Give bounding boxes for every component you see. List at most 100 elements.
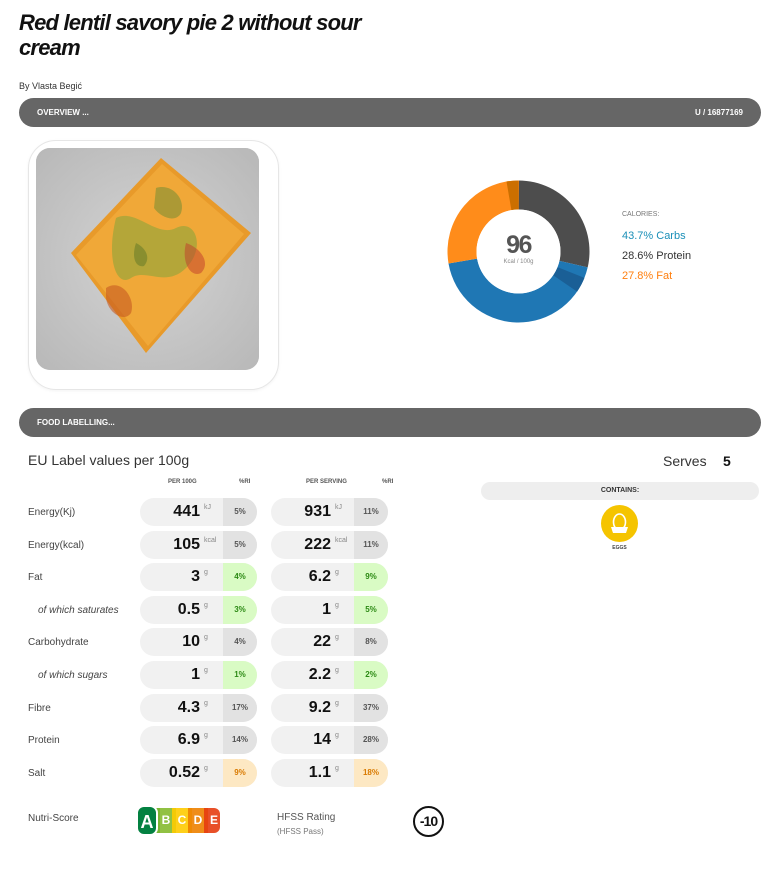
nutrient-value: 222: [304, 535, 331, 553]
nutrient-unit: g: [204, 601, 208, 609]
nutrient-per100-pill: 0.5 g 3%: [140, 595, 257, 624]
nutrient-label: of which saturates: [38, 604, 119, 616]
donut-accent-1: [553, 267, 585, 292]
nutrient-value: 6.2: [308, 568, 331, 586]
allergen-label: EGGS: [612, 545, 627, 551]
nutrient-value: 0.52: [168, 763, 200, 781]
nutrient-ri: 18%: [354, 758, 388, 787]
nutrient-label: Energy(Kj): [28, 507, 76, 518]
nutrient-unit: g: [204, 634, 208, 642]
nutrient-ri: 37%: [354, 693, 388, 722]
nutrient-value: 22: [313, 633, 331, 651]
nutrient-serving-pill: 6.2 g 9%: [271, 563, 388, 592]
recipe-photo: [36, 148, 259, 370]
legend-fat: 27.8% Fat: [622, 270, 673, 282]
nutrient-unit: g: [204, 764, 208, 772]
photo-frame: [28, 140, 279, 390]
nutrient-ri: 5%: [223, 530, 257, 559]
nutrient-ri: 8%: [354, 628, 388, 657]
nutrient-serving-pill: 931 kJ 11%: [271, 498, 388, 526]
nutrient-unit: g: [204, 732, 208, 740]
nutri-score-label: Nutri-Score: [28, 813, 79, 824]
recipe-id: U / 16877169: [694, 108, 743, 117]
nutrient-per100-pill: 3 g 4%: [140, 563, 257, 592]
food-labelling-label: FOOD LABELLING...: [37, 418, 115, 427]
col-ri2-header: %RI: [382, 479, 394, 485]
nutrient-label: of which sugars: [38, 670, 108, 681]
nutrient-unit: kcal: [335, 536, 348, 544]
serves-label: Serves: [663, 453, 707, 469]
nutrient-per100-pill: 105 kcal 5%: [140, 530, 257, 559]
nutrient-value: 10: [182, 633, 200, 651]
nutrient-unit: g: [335, 634, 339, 642]
nutrient-unit: g: [204, 699, 208, 707]
nutrient-label: Salt: [28, 767, 46, 779]
nutrient-value: 14: [313, 731, 331, 749]
nutrient-per100-pill: 1 g 1%: [140, 661, 257, 689]
col-ri-header: %RI: [239, 479, 251, 485]
nutrient-label: Fat: [28, 572, 43, 584]
donut-slice-carbs: [448, 258, 588, 323]
nutrient-value: 441: [173, 503, 200, 520]
recipe-title: Red lentil savory pie 2 without sour cre…: [19, 10, 361, 60]
nutrient-per100-pill: 0.52 g 9%: [140, 758, 257, 787]
legend-title: CALORIES:: [622, 211, 660, 218]
nutrient-value: 1.1: [308, 763, 331, 781]
nutrient-serving-pill: 22 g 8%: [271, 628, 388, 657]
nutrient-value: 931: [304, 503, 331, 520]
nutrient-unit: kcal: [204, 536, 217, 544]
nutrient-unit: g: [335, 699, 339, 707]
nutrient-ri: 11%: [354, 498, 388, 526]
nutrient-unit: kJ: [335, 504, 342, 511]
nutrient-serving-pill: 9.2 g 37%: [271, 693, 388, 722]
contains-bar: CONTAINS:: [481, 482, 759, 500]
nutrient-serving-pill: 1.1 g 18%: [271, 758, 388, 787]
nutrient-unit: g: [335, 764, 339, 772]
nutrient-value: 6.9: [177, 731, 200, 749]
calorie-donut-chart: [447, 180, 590, 323]
nutrient-unit: g: [335, 732, 339, 740]
nutrient-unit: g: [335, 601, 339, 609]
overview-label: OVERVIEW ...: [37, 108, 89, 117]
legend-protein: 28.6% Protein: [622, 250, 692, 262]
nutrient-value: 0.5: [177, 600, 200, 618]
nutrient-per100-pill: 10 g 4%: [140, 628, 257, 657]
food-labelling-bar[interactable]: FOOD LABELLING...: [19, 408, 761, 437]
hfss-sub: (HFSS Pass): [277, 827, 324, 836]
nutrient-unit: g: [204, 569, 208, 577]
legend-carbs: 43.7% Carbs: [622, 230, 686, 242]
donut-slice-fat: [447, 180, 519, 264]
nutri-seg-e: E: [204, 808, 220, 833]
nutrient-label: Energy(kcal): [28, 539, 85, 551]
donut-accent-0: [506, 180, 519, 211]
nutrient-ri: 5%: [354, 595, 388, 624]
nutrient-value: 2.2: [308, 666, 331, 683]
nutrient-ri: 9%: [354, 563, 388, 592]
serves-value: 5: [723, 453, 731, 469]
nutrient-value: 4.3: [177, 698, 200, 716]
eu-heading: EU Label values per 100g: [28, 452, 190, 468]
nutrient-ri: 1%: [223, 661, 257, 689]
nutrient-unit: g: [335, 569, 339, 577]
nutrient-ri: 2%: [354, 661, 388, 689]
nutrient-label: Carbohydrate: [28, 637, 89, 649]
overview-bar[interactable]: OVERVIEW ... U / 16877169: [19, 98, 761, 127]
nutrient-ri: 4%: [223, 628, 257, 657]
nutrient-per100-pill: 6.9 g 14%: [140, 726, 257, 755]
nutri-seg-d: D: [188, 808, 208, 833]
nutrient-ri: 5%: [223, 498, 257, 526]
egg-icon: [601, 505, 638, 542]
donut-slice-protein: [518, 180, 590, 268]
nutrient-unit: g: [204, 667, 208, 674]
nutrient-ri: 17%: [223, 693, 257, 722]
nutrient-value: 105: [173, 535, 200, 553]
hfss-label: HFSS Rating: [277, 812, 336, 823]
nutrient-value: 1: [322, 600, 331, 618]
nutri-grade: A: [136, 805, 158, 836]
nutrient-value: 9.2: [308, 698, 331, 716]
nutrient-per100-pill: 4.3 g 17%: [140, 693, 257, 722]
calorie-unit: Kcal / 100g: [503, 259, 534, 265]
hfss-score: -10: [413, 806, 444, 837]
nutrient-serving-pill: 222 kcal 11%: [271, 530, 388, 559]
nutrient-ri: 3%: [223, 595, 257, 624]
